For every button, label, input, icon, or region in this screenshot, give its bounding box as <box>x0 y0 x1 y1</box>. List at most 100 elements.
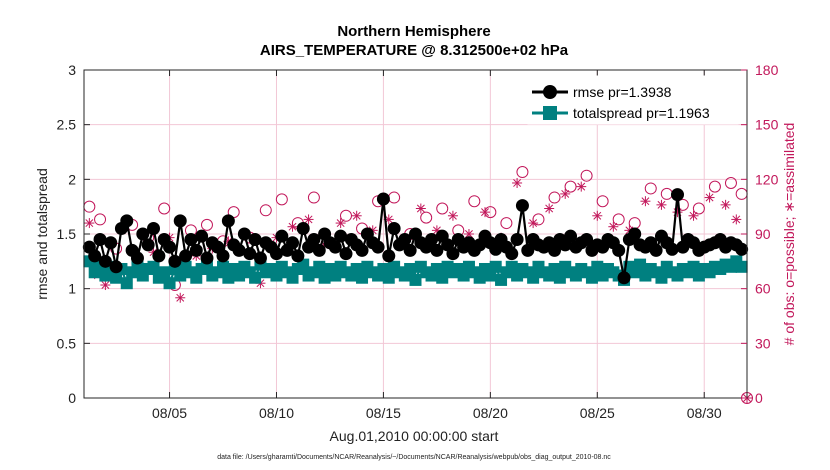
rmse-point <box>376 192 390 206</box>
obs-assimilated-marker <box>688 210 699 221</box>
rmse-point <box>430 243 444 257</box>
obs-possible-marker <box>612 213 625 226</box>
asterisk-stroke <box>513 179 522 187</box>
rmse-point <box>120 214 134 228</box>
asterisk-stroke <box>609 222 618 231</box>
totalspread-point <box>382 271 395 284</box>
y2-tick-label: 0 <box>755 390 763 406</box>
rmse-point <box>665 242 679 256</box>
rmse-point <box>505 247 519 261</box>
rmse-point <box>735 242 749 256</box>
obs-possible-marker <box>420 211 433 224</box>
rmse-point <box>216 249 230 263</box>
rmse-point <box>649 243 663 257</box>
totalspread-point <box>163 277 176 290</box>
rmse-point <box>548 243 562 257</box>
asterisk-stroke <box>176 293 185 302</box>
rmse-point <box>195 229 209 243</box>
obs-assimilated-marker <box>560 188 571 199</box>
obs-assimilated-marker <box>100 280 111 291</box>
asterisk-stroke <box>529 219 538 228</box>
rmse-point <box>286 236 300 250</box>
legend-label-totalspread: totalspread pr=1.1963 <box>573 105 710 121</box>
asterisk-stroke <box>545 204 554 213</box>
asterisk-stroke <box>336 219 345 228</box>
y-tick-label: 2 <box>68 171 76 187</box>
y-tick-label: 3 <box>68 62 76 78</box>
rmse-point <box>580 232 594 246</box>
obs-possible-marker <box>735 187 748 200</box>
asterisk-stroke <box>689 211 698 220</box>
obs-assimilated-marker <box>704 192 715 203</box>
obs-possible-marker <box>83 200 96 213</box>
rmse-point <box>184 232 198 246</box>
totalspread-point <box>313 260 326 273</box>
rmse-point <box>398 232 412 246</box>
totalspread-point <box>356 271 369 284</box>
y2-tick-label: 30 <box>755 335 771 351</box>
asterisk-stroke <box>352 211 361 220</box>
x-tick-label: 08/05 <box>152 405 187 421</box>
rmse-point <box>425 232 439 246</box>
rmse-point <box>312 243 326 257</box>
rmse-point <box>371 240 385 254</box>
obs-possible-marker <box>692 202 705 215</box>
rmse-point <box>168 254 182 268</box>
obs-assimilated-marker <box>731 214 742 225</box>
obs-possible-marker <box>468 195 481 208</box>
obs-possible-marker <box>516 166 529 179</box>
chart-subtitle: AIRS_TEMPERATURE @ 8.312500e+02 hPa <box>260 42 569 59</box>
rmse-point <box>521 243 535 257</box>
totalspread-point <box>436 271 449 284</box>
x-tick-label: 08/20 <box>473 405 508 421</box>
x-tick-label: 08/10 <box>259 405 294 421</box>
y-tick-label: 0 <box>68 390 76 406</box>
obs-assimilated-marker <box>447 210 458 221</box>
asterisk-stroke <box>561 189 570 198</box>
rmse-point <box>296 222 310 236</box>
rmse-point <box>489 242 503 256</box>
rmse-point <box>93 232 107 246</box>
asterisk-stroke <box>577 182 586 191</box>
obs-assimilated-marker <box>480 207 491 218</box>
y2-axis-label: # of obs: o=possible; ∗=assimilated <box>781 123 797 346</box>
rmse-point <box>248 232 262 246</box>
rmse-point <box>510 232 524 246</box>
obs-assimilated-marker <box>303 214 314 225</box>
rmse-point <box>243 247 257 261</box>
obs-possible-marker <box>580 169 593 182</box>
rmse-point <box>173 214 187 228</box>
data-file-footer: data file: /Users/gharamti/Documents/NCA… <box>217 454 611 461</box>
rmse-point <box>136 227 150 241</box>
y2-tick-label: 180 <box>755 62 779 78</box>
obs-assimilated-marker <box>351 210 362 221</box>
asterisk-stroke <box>85 219 94 228</box>
rmse-point <box>237 227 251 241</box>
obs-assimilated-marker <box>656 199 667 210</box>
asterisk-stroke <box>657 200 666 209</box>
y2-tick-label: 120 <box>755 171 779 187</box>
y2-tick-label: 90 <box>755 226 771 242</box>
rmse-point <box>612 243 626 257</box>
y-axis-label: rmse and totalspread <box>34 168 50 300</box>
totalspread-point <box>553 271 566 284</box>
obs-assimilated-marker <box>672 207 683 218</box>
x-tick-label: 08/25 <box>580 405 615 421</box>
obs-assimilated-marker <box>640 196 651 207</box>
legend-marker-totalspread <box>543 106 557 120</box>
totalspread-point <box>158 266 171 279</box>
x-tick-label: 08/30 <box>687 405 722 421</box>
obs-assimilated-marker <box>463 229 474 239</box>
totalspread-point <box>147 260 160 273</box>
legend-box <box>527 75 739 125</box>
obs-possible-marker <box>500 217 513 230</box>
obs-assimilated-marker <box>287 221 298 232</box>
obs-possible-marker <box>436 202 449 215</box>
obs-assimilated-marker <box>528 218 539 229</box>
totalspread-point <box>217 260 230 273</box>
obs-possible-marker <box>200 218 213 231</box>
rmse-point <box>387 222 401 236</box>
obs-possible-marker <box>548 191 561 204</box>
totalspread-point <box>634 258 647 271</box>
